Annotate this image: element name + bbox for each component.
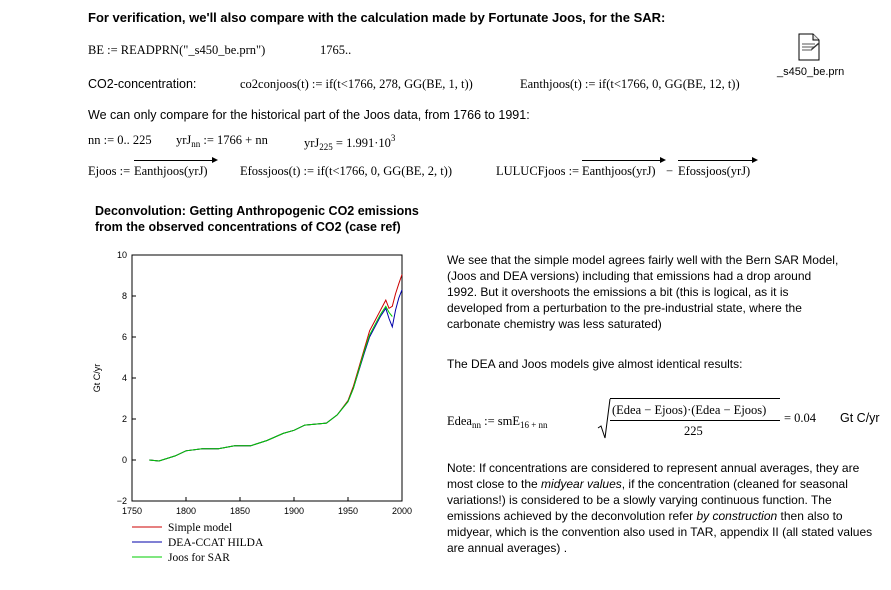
note-text-part2: , if the concentration (cleaned for seas… — [447, 477, 848, 523]
sqrt-radical-icon — [597, 398, 611, 439]
sqrt-overbar — [610, 398, 780, 399]
plot-area — [131, 254, 403, 502]
y-tick-label: −2 — [117, 496, 127, 506]
yrj225-exponent: 3 — [390, 133, 396, 143]
readprn-result: 1765.. — [320, 43, 352, 57]
edea-assign-subscript: 16 + nn — [519, 420, 548, 430]
legend-entry: DEA-CCAT HILDA — [168, 537, 264, 549]
note-paragraph: Note: If concentrations are considered t… — [447, 460, 877, 556]
yrj-rhs: := 1766 + nn — [203, 133, 268, 147]
series-line-joos-for-sar — [149, 305, 393, 462]
x-tick-label: 1900 — [284, 506, 304, 516]
x-tick-label: 2000 — [392, 506, 412, 516]
yrj-subscript: nn — [191, 139, 201, 149]
edea-units: Gt C/yr — [840, 411, 880, 425]
y-tick-label: 8 — [122, 291, 127, 301]
legend-entry: Joos for SAR — [168, 552, 230, 564]
edea-lhs-group[interactable]: Edeann := smE16 + nn — [447, 414, 548, 430]
yrj225-lhs: yrJ — [304, 136, 320, 150]
efossjoos-definition[interactable]: Efossjoos(t) := if(t<1766, 0, GG(BE, 2, … — [240, 164, 452, 178]
yrj225-evaluation[interactable]: yrJ225 = 1.991·103 — [304, 133, 395, 152]
co2conjoos-definition[interactable]: co2conjoos(t) := if(t<1766, 278, GG(BE, … — [240, 77, 473, 91]
vectorize-arrow-icon — [660, 157, 666, 163]
file-icon-label: _s450_be.prn — [777, 66, 845, 78]
ejoos-lhs[interactable]: Ejoos := — [88, 164, 131, 178]
analysis-paragraph: We see that the simple model agrees fair… — [447, 253, 839, 331]
edea-lhs-subscript: nn — [471, 420, 481, 430]
yrj-definition[interactable]: yrJnn := 1766 + nn — [176, 133, 268, 149]
edea-result: = 0.04 — [784, 411, 817, 425]
readprn-expression[interactable]: BE := READPRN("_s450_be.prn") — [88, 43, 266, 57]
x-tick-label: 1750 — [122, 506, 142, 516]
verification-heading: For verification, we'll also compare wit… — [88, 10, 666, 25]
edea-numerator: (Edea − Ejoos)·(Edea − Ejoos) — [612, 403, 767, 417]
nn-range-definition[interactable]: nn := 0.. 225 — [88, 133, 152, 147]
note-emphasis-construction: by construction — [696, 509, 778, 523]
x-tick-label: 1950 — [338, 506, 358, 516]
ejoos-rhs: Eanthjoos(yrJ) — [134, 164, 208, 178]
y-tick-label: 6 — [122, 332, 127, 342]
vectorize-arrow-icon — [752, 157, 758, 163]
vectorize-bar — [134, 160, 214, 161]
legend-entry: Simple model — [168, 522, 232, 534]
y-tick-label: 2 — [122, 414, 127, 424]
lulucf-term-b: Efossjoos(yrJ) — [678, 164, 751, 178]
y-axis-label: Gt C/yr — [92, 364, 102, 393]
y-tick-label: 4 — [122, 373, 127, 383]
vectorize-bar — [582, 160, 662, 161]
edea-denominator: 225 — [684, 424, 703, 438]
yrj-lhs: yrJ — [176, 133, 192, 147]
x-tick-label: 1800 — [176, 506, 196, 516]
note-emphasis-midyear: midyear values — [541, 477, 622, 491]
lulucf-lhs[interactable]: LULUCFjoos := — [496, 164, 580, 178]
document-file-icon[interactable] — [797, 33, 821, 61]
chart-heading-line1: Deconvolution: Getting Anthropogenic CO2… — [95, 204, 419, 218]
edea-assign: := smE — [484, 414, 520, 428]
y-tick-label: 0 — [122, 455, 127, 465]
emissions-chart[interactable]: −2 0 2 4 6 8 10 1750 1800 1850 1900 1950 2000 Gt C/yr… — [80, 245, 420, 570]
eanthjoos-definition[interactable]: Eanthjoos(t) := if(t<1766, 0, GG(BE, 12,… — [520, 77, 740, 91]
yrj225-subscript: 225 — [319, 142, 333, 152]
y-tick-label: 10 — [117, 250, 127, 260]
comparison-paragraph: The DEA and Joos models give almost iden… — [447, 357, 743, 371]
vectorize-bar — [678, 160, 754, 161]
lulucf-term-a: Eanthjoos(yrJ) — [582, 164, 656, 178]
edea-lhs: Edea — [447, 414, 472, 428]
vectorize-arrow-icon — [212, 157, 218, 163]
historical-note: We can only compare for the historical p… — [88, 108, 530, 122]
x-tick-label: 1850 — [230, 506, 250, 516]
note-text-part1: Note: If concentrations are considered t… — [447, 461, 860, 491]
chart-heading-line2: from the observed concentrations of CO2 … — [95, 220, 401, 234]
lulucf-minus: − — [666, 164, 674, 178]
yrj225-rhs: = 1.991·10 — [335, 136, 391, 150]
co2-concentration-label: CO2-concentration: — [88, 77, 197, 91]
fraction-bar — [610, 420, 780, 421]
note-text-part3: then also to midyear, which is the conve… — [447, 509, 873, 555]
